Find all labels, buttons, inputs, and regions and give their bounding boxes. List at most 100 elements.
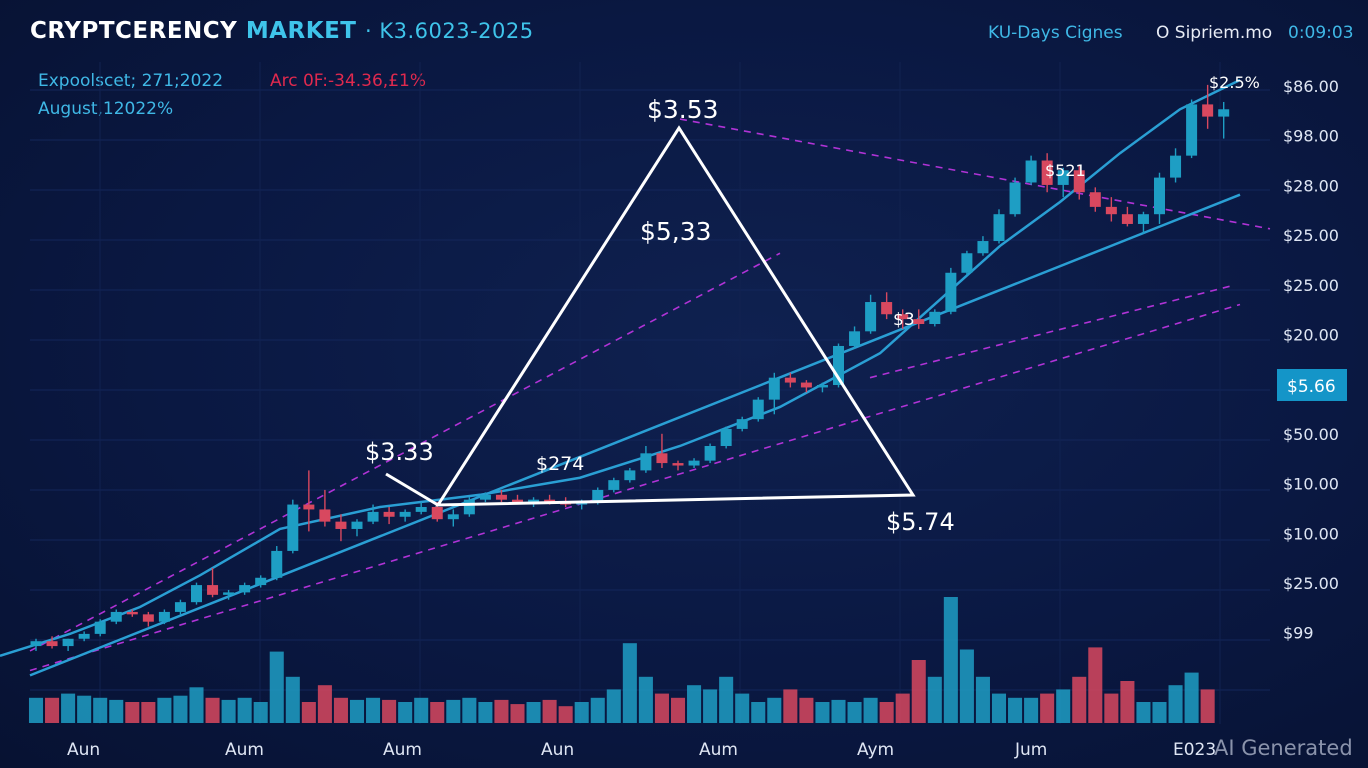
volume-bar bbox=[606, 689, 621, 723]
volume-bar bbox=[93, 697, 108, 723]
volume-bar bbox=[430, 702, 445, 723]
volume-bar bbox=[991, 693, 1007, 723]
volume-bar bbox=[1056, 689, 1071, 723]
volume-bar bbox=[783, 689, 798, 723]
volume-bar bbox=[975, 676, 990, 723]
candle-body bbox=[768, 377, 780, 400]
volume-bar bbox=[911, 660, 926, 723]
annotation-label: $3 bbox=[893, 310, 915, 330]
candle-body bbox=[800, 382, 812, 388]
candle-body bbox=[720, 428, 732, 446]
candle-body bbox=[319, 509, 331, 522]
trend-lines bbox=[29, 118, 1271, 677]
candle-body bbox=[784, 377, 796, 383]
volume-bar bbox=[109, 699, 124, 723]
candle-body bbox=[303, 504, 315, 510]
price-axis-label: $86.00 bbox=[1283, 77, 1339, 96]
volume-bar bbox=[687, 685, 702, 723]
candle-body bbox=[833, 345, 844, 385]
volume-bar bbox=[1008, 697, 1023, 723]
candle-body bbox=[656, 453, 668, 464]
volume-bar bbox=[959, 649, 974, 723]
symbol-selector[interactable]: O Sipriem.mo bbox=[1156, 23, 1273, 43]
volume-bar bbox=[863, 697, 878, 723]
triangle-apex-label: $3.53 bbox=[647, 95, 719, 124]
current-price-tag: $5.66 bbox=[1277, 369, 1347, 401]
candle-body bbox=[752, 399, 764, 420]
volume-bar bbox=[141, 702, 156, 723]
volume-bar bbox=[558, 706, 573, 723]
volume-bar bbox=[670, 697, 686, 723]
time-axis: Aun Aum Aum Aun Aum Aym Jum E023 bbox=[67, 740, 1216, 760]
candle-body bbox=[158, 611, 170, 622]
candle-body bbox=[897, 314, 909, 320]
candle-body bbox=[287, 504, 299, 551]
candle-body bbox=[207, 585, 219, 595]
price-axis-label: $25.00 bbox=[1283, 226, 1339, 245]
price-axis-label: $50.00 bbox=[1283, 425, 1339, 444]
volume-bar bbox=[173, 695, 188, 723]
candle-body bbox=[367, 511, 379, 522]
candle-body bbox=[544, 499, 556, 503]
volume-bar bbox=[542, 699, 557, 723]
volume-bar bbox=[125, 702, 140, 723]
volume-bar bbox=[285, 676, 300, 723]
price-axis-label: $10.00 bbox=[1283, 524, 1339, 543]
price-axis-label: $10.00 bbox=[1283, 475, 1339, 494]
volume-bar bbox=[1072, 676, 1087, 723]
volume-bar bbox=[815, 702, 830, 723]
triangle-center-label: $5,33 bbox=[640, 217, 712, 246]
clock-readout: 0:09:03 bbox=[1288, 23, 1354, 43]
volume-bar bbox=[28, 697, 44, 723]
triangle-left-label: $3.33 bbox=[365, 438, 434, 466]
volume-bar bbox=[382, 699, 397, 723]
time-axis-label: Aym bbox=[857, 740, 894, 760]
time-axis-label: Aum bbox=[225, 740, 264, 760]
volume-bar bbox=[735, 693, 750, 723]
candle-body bbox=[415, 507, 427, 512]
volume-bar bbox=[751, 702, 766, 723]
volume-bar bbox=[398, 702, 413, 723]
candle-body bbox=[849, 331, 861, 346]
triangle-right-label: $5.74 bbox=[886, 508, 955, 536]
candle-body bbox=[399, 511, 411, 517]
candle-body bbox=[672, 463, 684, 466]
candle-body bbox=[1121, 214, 1133, 224]
candle-body bbox=[624, 470, 636, 481]
volume-bar bbox=[61, 693, 76, 723]
volume-bar bbox=[237, 697, 252, 723]
volume-bar bbox=[221, 699, 236, 723]
triangle-shape bbox=[435, 125, 916, 507]
candle-body bbox=[94, 621, 106, 634]
price-axis-label: $99 bbox=[1283, 624, 1314, 643]
volume-bar bbox=[831, 699, 846, 723]
volume-bar bbox=[77, 695, 92, 723]
price-axis-label: $25.00 bbox=[1283, 574, 1339, 593]
candle-body bbox=[816, 385, 828, 388]
candle-body bbox=[351, 521, 363, 529]
candle-body bbox=[239, 585, 251, 593]
volume-bar bbox=[189, 687, 204, 723]
volume-bar bbox=[638, 676, 653, 723]
volume-bar bbox=[45, 697, 60, 723]
title-main: CRYPTCERENCY bbox=[30, 18, 238, 44]
volume-bar bbox=[622, 643, 637, 723]
volume-bars bbox=[28, 597, 1215, 723]
volume-bar bbox=[574, 702, 589, 723]
grid-lines bbox=[30, 62, 1270, 724]
candle-body bbox=[608, 480, 620, 490]
volume-bar bbox=[510, 704, 525, 723]
interval-selector[interactable]: KU-Days Cignes bbox=[988, 23, 1123, 43]
triangle-pointer-line bbox=[385, 472, 439, 507]
annotation-label: $2.5% bbox=[1209, 73, 1260, 92]
volume-bar bbox=[253, 702, 268, 723]
candle-body bbox=[1009, 182, 1021, 215]
candle-body bbox=[431, 507, 443, 520]
candle-body bbox=[1170, 155, 1182, 178]
price-tag-label: $5.66 bbox=[1287, 377, 1336, 397]
volume-bar bbox=[157, 697, 172, 723]
candle-body bbox=[174, 602, 186, 612]
candle-body bbox=[977, 241, 989, 254]
volume-bar bbox=[1168, 685, 1183, 723]
